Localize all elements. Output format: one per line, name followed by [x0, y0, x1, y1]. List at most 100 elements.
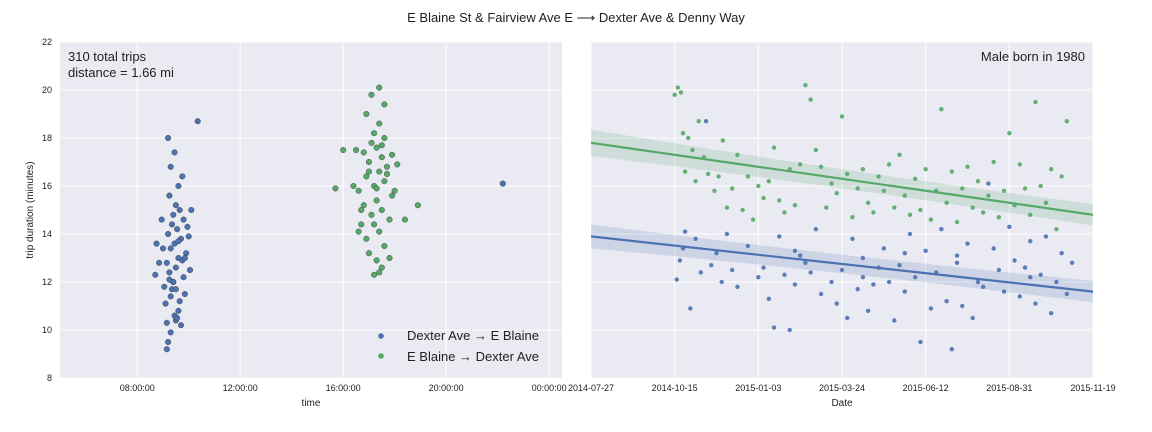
scatter-point: [1069, 260, 1075, 265]
scatter-point: [378, 154, 385, 161]
scatter-point: [986, 193, 991, 198]
scatter-point: [693, 236, 698, 241]
scatter-point: [740, 207, 745, 213]
regression-line-green: [590, 141, 1094, 216]
x-tick-label: 2014-07-27: [568, 383, 614, 393]
scatter-point: [371, 271, 378, 278]
x-tick-label: 00:00:00: [532, 383, 567, 393]
scatter-point: [690, 147, 695, 153]
scatter-point: [682, 169, 688, 174]
scatter-point: [818, 291, 824, 297]
scatter-point: [1054, 227, 1059, 232]
scatter-point: [174, 315, 181, 322]
scatter-point: [960, 186, 965, 191]
scatter-point: [813, 227, 819, 232]
scatter-point: [813, 147, 819, 153]
y-tick-label: 20: [42, 85, 52, 95]
scatter-point: [163, 319, 170, 326]
scatter-point: [918, 339, 923, 345]
scatter-point: [808, 270, 813, 275]
scatter-point: [808, 97, 813, 102]
scatter-point: [1012, 258, 1017, 263]
scatter-point: [383, 163, 390, 170]
scatter-point: [839, 267, 845, 273]
scatter-point: [1043, 200, 1049, 205]
scatter-point: [152, 271, 159, 278]
left-tick-labels: 08:00:00 12:00:00 16:00:00 20:00:00 00:00:00…: [42, 37, 567, 393]
scatter-point: [709, 263, 714, 268]
scatter-point: [368, 91, 375, 98]
left-x-axis-label: time: [302, 398, 321, 409]
scatter-point: [674, 277, 679, 282]
scatter-point: [181, 291, 188, 298]
left-y-axis-label: trip duration (minutes): [25, 161, 36, 258]
scatter-point: [766, 296, 771, 301]
scatter-point: [363, 110, 370, 117]
y-tick-label: 18: [42, 133, 52, 143]
scatter-point: [365, 158, 372, 165]
scatter-point: [176, 298, 183, 305]
scatter-point: [360, 202, 367, 209]
scatter-point: [865, 308, 871, 313]
scatter-point: [1048, 311, 1054, 316]
x-tick-label: 2014-10-15: [652, 383, 698, 393]
scatter-point: [1064, 291, 1070, 297]
x-tick-label: 2015-11-19: [1070, 383, 1115, 393]
scatter-point: [803, 83, 808, 88]
scatter-point: [756, 275, 761, 280]
scatter-point: [1017, 294, 1022, 299]
scatter-point: [386, 254, 393, 261]
scatter-point: [777, 234, 782, 239]
scatter-point: [850, 236, 855, 241]
legend-marker-blue: [378, 333, 384, 339]
scatter-point: [175, 238, 182, 245]
scatter-point: [954, 219, 960, 225]
scatter-point: [166, 276, 173, 283]
scatter-point: [1001, 188, 1007, 193]
legend-marker-green: [378, 353, 384, 359]
scatter-point: [745, 243, 751, 249]
scatter-point: [376, 228, 383, 235]
scatter-point: [1001, 289, 1007, 294]
scatter-point: [975, 179, 981, 184]
scatter-point: [1048, 167, 1054, 172]
scatter-point: [782, 272, 787, 277]
scatter-point: [365, 168, 372, 175]
x-tick-label: 2015-03-24: [819, 383, 865, 393]
scatter-point: [996, 267, 1002, 273]
scatter-point: [682, 229, 688, 234]
legend: Dexter Ave → E Blaine E Blaine → Dexter …: [378, 328, 539, 364]
scatter-point: [892, 205, 897, 210]
scatter-point: [376, 84, 383, 91]
scatter-point: [153, 240, 160, 247]
scatter-point: [829, 279, 834, 285]
right-x-axis-label: Date: [831, 398, 853, 409]
scatter-point: [188, 206, 195, 213]
scatter-point: [719, 279, 724, 285]
scatter-point: [949, 347, 955, 352]
scatter-point: [161, 283, 168, 290]
scatter-point: [1022, 186, 1028, 191]
scatter-point: [373, 185, 380, 192]
scatter-point: [376, 168, 383, 175]
scatter-point: [163, 259, 170, 266]
x-tick-label: 16:00:00: [326, 383, 361, 393]
scatter-point: [970, 205, 975, 210]
scatter-point: [184, 223, 191, 230]
left-scatter-points: [152, 84, 506, 353]
scatter-point: [187, 267, 194, 274]
scatter-point: [180, 216, 187, 223]
scatter-point: [1043, 234, 1049, 239]
scatter-point: [960, 303, 965, 309]
scatter-point: [1038, 272, 1043, 277]
scatter-point: [332, 185, 339, 192]
y-tick-label: 10: [42, 325, 52, 335]
scatter-point: [156, 259, 163, 266]
scatter-point: [923, 167, 928, 172]
scatter-point: [168, 221, 175, 228]
scatter-point: [383, 170, 390, 177]
scatter-point: [860, 167, 866, 172]
scatter-point: [714, 251, 719, 256]
scatter-point: [761, 195, 766, 201]
